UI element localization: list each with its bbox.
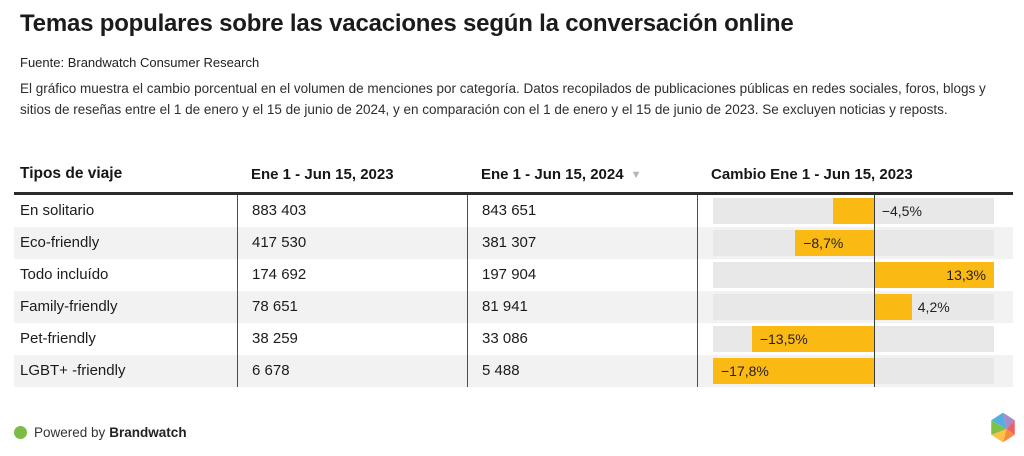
change-bar-cell: −8,7% <box>697 227 1013 259</box>
table-header-row: Tipos de viaje Ene 1 - Jun 15, 2023 Ene … <box>14 156 1013 195</box>
source-line: Fuente: Brandwatch Consumer Research <box>20 55 260 70</box>
row-label: Pet-friendly <box>20 330 96 347</box>
change-bar <box>873 262 994 288</box>
table-row: En solitario 883 403 843 651 −4,5% <box>14 195 1013 227</box>
row-label: Eco-friendly <box>20 234 100 251</box>
change-bar <box>873 294 912 320</box>
change-bar <box>833 198 874 224</box>
value-2024: 197 904 <box>467 259 697 291</box>
change-bar <box>751 326 874 352</box>
change-bar-label: −17,8% <box>721 363 769 379</box>
row-label: En solitario <box>20 202 95 219</box>
table-row: Family-friendly 78 651 81 941 4,2% <box>14 291 1013 323</box>
row-label: Family-friendly <box>20 298 118 315</box>
value-2024: 81 941 <box>467 291 697 323</box>
column-header-change[interactable]: Cambio Ene 1 - Jun 15, 2023 <box>711 165 913 183</box>
change-bar-label: 4,2% <box>917 299 950 315</box>
bar-track: −4,5% <box>713 198 994 224</box>
table-body: En solitario 883 403 843 651 −4,5% Eco-f… <box>14 195 1013 387</box>
page-title: Temas populares sobre las vacaciones seg… <box>20 10 794 37</box>
change-bar-label: −8,7% <box>803 235 844 251</box>
bar-track: 13,3% <box>713 262 994 288</box>
column-header-2023[interactable]: Ene 1 - Jun 15, 2023 <box>251 165 394 183</box>
change-bar <box>713 358 874 384</box>
topics-table: Tipos de viaje Ene 1 - Jun 15, 2023 Ene … <box>14 156 1013 387</box>
value-2024: 843 651 <box>467 195 697 227</box>
row-label: LGBT+ -friendly <box>20 362 126 379</box>
change-bar-label: 13,3% <box>946 267 986 283</box>
value-2024: 381 307 <box>467 227 697 259</box>
change-bar-cell: −17,8% <box>697 355 1013 387</box>
brandwatch-link[interactable]: Brandwatch <box>109 424 187 440</box>
value-2023: 883 403 <box>237 195 467 227</box>
change-bar-label: −4,5% <box>881 203 922 219</box>
bar-track: −17,8% <box>713 358 994 384</box>
column-header-2024-label: Ene 1 - Jun 15, 2024 <box>481 165 624 183</box>
change-bar-cell: 4,2% <box>697 291 1013 323</box>
table-row: Eco-friendly 417 530 381 307 −8,7% <box>14 227 1013 259</box>
value-2023: 78 651 <box>237 291 467 323</box>
value-2023: 174 692 <box>237 259 467 291</box>
change-bar <box>795 230 874 256</box>
table-row: Pet-friendly 38 259 33 086 −13,5% <box>14 323 1013 355</box>
sort-desc-icon[interactable]: ▼ <box>630 168 642 181</box>
powered-by-text: Powered by <box>34 424 106 440</box>
powered-by-footer[interactable]: Powered by Brandwatch <box>14 420 187 444</box>
vizia-hexagon-logo-icon[interactable] <box>989 411 1017 444</box>
change-bar-label: −13,5% <box>759 331 808 347</box>
zero-axis-line <box>873 195 875 387</box>
change-bar-cell: −13,5% <box>697 323 1013 355</box>
bar-track: 4,2% <box>713 294 994 320</box>
value-2024: 5 488 <box>467 355 697 387</box>
value-2023: 6 678 <box>237 355 467 387</box>
value-2023: 38 259 <box>237 323 467 355</box>
change-bar-cell: −4,5% <box>697 195 1013 227</box>
change-bar-cell: 13,3% <box>697 259 1013 291</box>
value-2023: 417 530 <box>237 227 467 259</box>
column-header-2024[interactable]: Ene 1 - Jun 15, 2024 ▼ <box>467 166 697 183</box>
value-2024: 33 086 <box>467 323 697 355</box>
bar-track: −13,5% <box>713 326 994 352</box>
table-row: LGBT+ -friendly 6 678 5 488 −17,8% <box>14 355 1013 387</box>
table-row: Todo incluído 174 692 197 904 13,3% <box>14 259 1013 291</box>
column-header-trip-type[interactable]: Tipos de viaje <box>20 165 123 182</box>
chart-description: El gráfico muestra el cambio porcentual … <box>20 81 986 117</box>
row-label: Todo incluído <box>20 266 109 283</box>
bar-track: −8,7% <box>713 230 994 256</box>
status-dot-icon <box>14 425 27 439</box>
